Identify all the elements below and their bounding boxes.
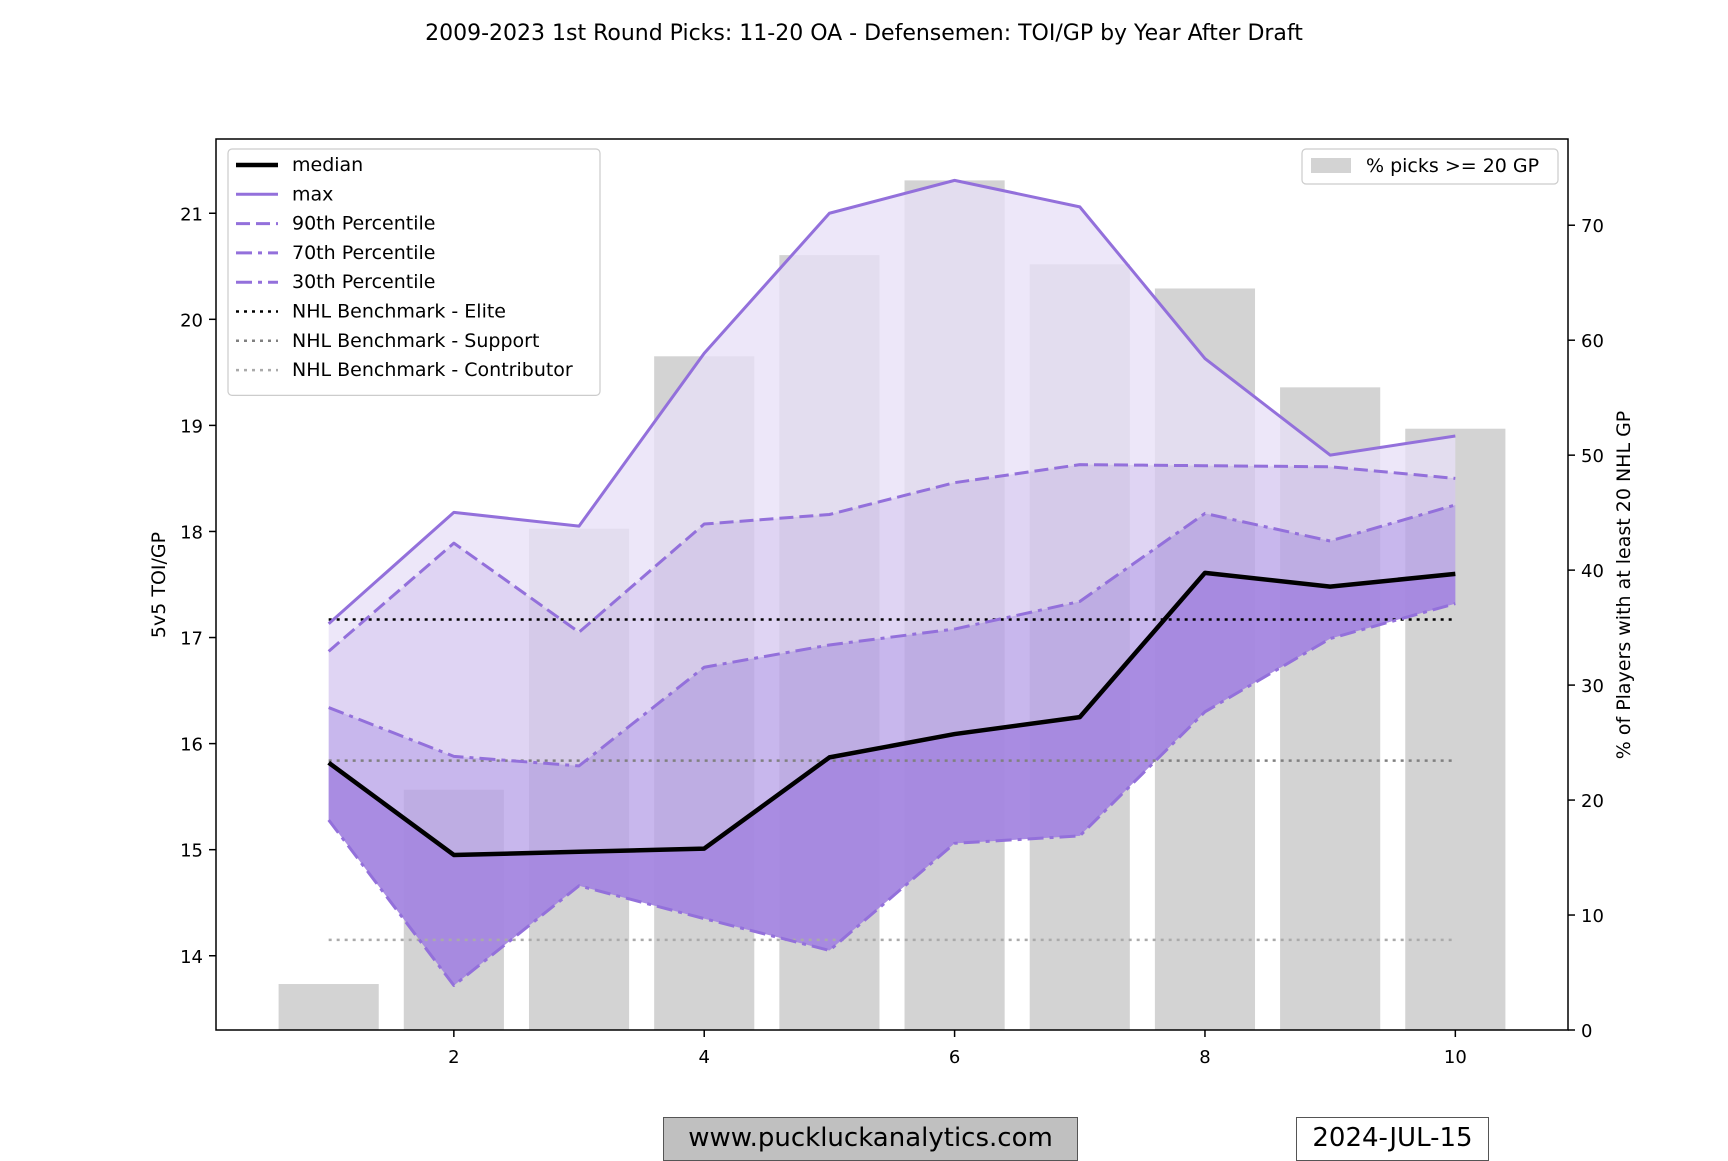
y-tick-label: 20 [180, 310, 203, 331]
axes-layer: 2 4 6 8 10 14 15 16 17 18 19 20 21 0 10 20 30 40 50 60 70 [180, 204, 1604, 1068]
legend-main: median max 90th Percentile 70th Percentile 3… [227, 148, 601, 396]
bar-year-1 [278, 984, 379, 1030]
legend-label: max [292, 183, 333, 205]
y-axis-label: 5v5 TOI/GP [148, 532, 170, 638]
legend-label: NHL Benchmark - Support [292, 330, 539, 352]
y2-tick-label: 30 [1581, 676, 1604, 697]
x-tick-label: 2 [448, 1047, 459, 1068]
legend-label: 30th Percentile [292, 271, 435, 293]
legend-bars-label: % picks >= 20 GP [1366, 155, 1539, 177]
band-1 [328, 464, 1456, 766]
y2-tick-label: 50 [1581, 446, 1604, 467]
legend-label: 70th Percentile [292, 242, 435, 264]
benchmark-layer [328, 618, 1456, 942]
y-tick-label: 21 [180, 204, 203, 225]
series-line-max [327, 178, 1456, 625]
series-line-30th-percentile [327, 602, 1456, 987]
band-3 [328, 572, 1456, 986]
y2-tick-label: 20 [1581, 791, 1604, 812]
x-tick-label: 10 [1444, 1047, 1467, 1068]
series-line-70th-percentile [328, 503, 1456, 768]
series-line-median [327, 570, 1456, 858]
chart-title: 2009-2023 1st Round Picks: 11-20 OA - De… [425, 21, 1303, 46]
y-tick-label: 19 [180, 416, 203, 437]
x-tick-label: 6 [949, 1047, 960, 1068]
x-tick-label: 8 [1199, 1047, 1210, 1068]
legend-label: NHL Benchmark - Elite [292, 301, 506, 323]
legend-bars-swatch [1311, 158, 1351, 173]
y2-tick-label: 40 [1581, 561, 1604, 582]
legend-bars-frame [1301, 148, 1559, 185]
y2-tick-label: 60 [1581, 331, 1604, 352]
lines-layer [327, 178, 1456, 987]
legend-label: NHL Benchmark - Contributor [292, 359, 573, 381]
y2-axis-label: % of Players with at least 20 NHL GP [1613, 411, 1635, 760]
legend-frame [227, 148, 601, 396]
y-tick-label: 18 [180, 522, 203, 543]
x-tick-label: 4 [698, 1047, 709, 1068]
y2-tick-label: 10 [1581, 906, 1604, 927]
y-tick-label: 17 [180, 629, 203, 650]
y2-tick-label: 70 [1581, 216, 1604, 237]
y-tick-label: 14 [180, 947, 203, 968]
band-0 [328, 180, 1456, 652]
website-label: www.puckluckanalytics.com [663, 1117, 1078, 1161]
y2-tick-label: 0 [1581, 1021, 1592, 1042]
plot-frame [215, 138, 1569, 1031]
legend-label: 90th Percentile [292, 213, 435, 235]
legend-bars: % picks >= 20 GP [1301, 148, 1559, 185]
y-tick-label: 16 [180, 735, 203, 756]
y-tick-label: 15 [180, 841, 203, 862]
date-label: 2024-JUL-15 [1296, 1117, 1489, 1161]
legend-label: median [292, 154, 363, 176]
series-line-90th-percentile [327, 463, 1456, 653]
